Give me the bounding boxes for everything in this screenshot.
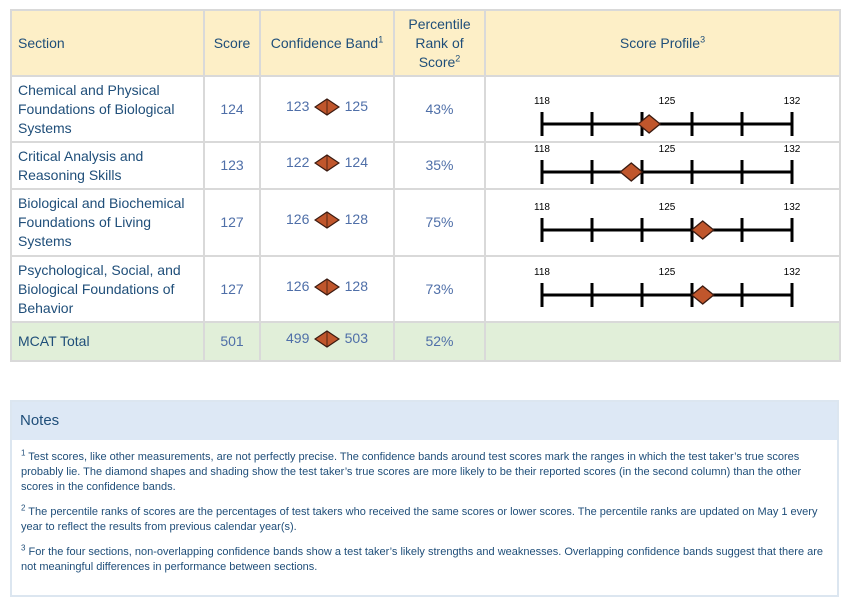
table-row: Critical Analysis and Reasoning Skills 1… xyxy=(10,141,841,190)
profile-tick-label: 125 xyxy=(659,144,676,155)
profile-tick-label: 132 xyxy=(784,144,801,155)
confidence-band: 123 125 xyxy=(259,75,395,143)
profile-tick-label: 132 xyxy=(784,202,801,213)
section-percentile: 75% xyxy=(393,188,486,257)
header-confidence-band: Confidence Band1 xyxy=(259,9,395,77)
total-score: 501 xyxy=(203,321,261,362)
note-1: 1 Test scores, like other measurements, … xyxy=(12,448,837,495)
section-score: 127 xyxy=(203,188,261,257)
band-low: 126 xyxy=(286,277,310,294)
footnote-ref-1: 1 xyxy=(378,33,384,44)
section-score: 123 xyxy=(203,141,261,190)
table-row: Chemical and Physical Foundations of Bio… xyxy=(10,75,841,143)
confidence-band: 126 128 xyxy=(259,255,395,323)
section-percentile: 43% xyxy=(393,75,486,143)
band-high: 128 xyxy=(344,277,368,294)
confidence-band: 122 124 xyxy=(259,141,395,190)
score-profile-chart: 118 125 132 xyxy=(534,96,801,136)
band-low: 122 xyxy=(286,154,310,170)
confidence-band: 126 128 xyxy=(259,188,395,257)
score-profile-cell: 118 125 132 xyxy=(484,255,841,323)
note-1-number: 1 xyxy=(21,448,26,458)
section-name: Chemical and Physical Foundations of Bio… xyxy=(10,75,205,143)
band-high: 128 xyxy=(344,211,368,227)
score-profile-cell: 118 125 132 xyxy=(484,188,841,257)
section-percentile: 35% xyxy=(393,141,486,190)
section-score: 127 xyxy=(203,255,261,323)
score-profile-cell: 118 125 132 xyxy=(484,75,841,143)
notes-panel: Notes 1 Test scores, like other measurem… xyxy=(10,400,839,597)
profile-score-diamond xyxy=(619,162,644,182)
header-percentile: Percentile Rank of Score2 xyxy=(393,9,486,77)
band-diamond-icon xyxy=(314,211,340,229)
profile-score-diamond xyxy=(690,285,715,305)
header-section: Section xyxy=(10,9,205,77)
section-name: Psychological, Social, and Biological Fo… xyxy=(10,255,205,323)
profile-tick-label: 125 xyxy=(659,96,676,107)
score-report-table: Section Score Confidence Band1 Percentil… xyxy=(10,9,841,362)
total-confidence-band: 499 503 xyxy=(259,321,395,362)
section-score: 124 xyxy=(203,75,261,143)
header-percentile-line1: Percentile xyxy=(408,15,471,32)
band-low: 126 xyxy=(286,211,310,227)
profile-tick-label: 125 xyxy=(659,267,676,278)
total-label: MCAT Total xyxy=(10,321,205,362)
note-3: 3 For the four sections, non-overlapping… xyxy=(12,543,837,575)
section-percentile: 73% xyxy=(393,255,486,323)
section-name: Critical Analysis and Reasoning Skills xyxy=(10,141,205,190)
band-diamond-icon xyxy=(314,154,340,172)
total-percentile: 52% xyxy=(393,321,486,362)
band-low: 499 xyxy=(286,330,310,346)
header-score-profile: Score Profile3 xyxy=(484,9,841,77)
band-high: 125 xyxy=(344,97,368,114)
section-name: Biological and Biochemical Foundations o… xyxy=(10,188,205,257)
band-diamond-icon xyxy=(314,97,340,116)
profile-score-diamond xyxy=(690,220,715,240)
footnote-ref-3: 3 xyxy=(700,33,706,44)
score-profile-chart: 118 125 132 xyxy=(534,144,801,184)
band-high: 124 xyxy=(344,154,368,170)
profile-score-diamond xyxy=(637,114,662,134)
header-band-label: Confidence Band xyxy=(270,34,379,51)
header-percentile-line3: Score xyxy=(418,53,456,70)
note-3-text: For the four sections, non-overlapping c… xyxy=(21,546,824,573)
profile-tick-label: 118 xyxy=(534,144,550,155)
score-profile-chart: 118 125 132 xyxy=(534,202,801,242)
table-row: Psychological, Social, and Biological Fo… xyxy=(10,255,841,323)
score-profile-cell: 118 125 132 xyxy=(484,141,841,190)
note-2: 2 The percentile ranks of scores are the… xyxy=(12,503,837,535)
score-profile-chart: 118 125 132 xyxy=(534,267,801,307)
table-header-row: Section Score Confidence Band1 Percentil… xyxy=(10,9,841,77)
total-row: MCAT Total 501 499 503 52% xyxy=(10,321,841,362)
header-profile-label: Score Profile xyxy=(619,34,701,51)
profile-tick-label: 118 xyxy=(534,96,550,107)
total-profile-empty xyxy=(484,321,841,362)
profile-tick-label: 125 xyxy=(659,202,676,213)
table-row: Biological and Biochemical Foundations o… xyxy=(10,188,841,257)
note-3-number: 3 xyxy=(21,543,26,553)
profile-tick-label: 118 xyxy=(534,267,550,278)
footnote-ref-2: 2 xyxy=(455,52,461,63)
header-percentile-line2: Rank of xyxy=(415,34,464,51)
band-diamond-icon xyxy=(314,277,340,296)
profile-tick-label: 132 xyxy=(784,267,801,278)
profile-tick-label: 132 xyxy=(784,96,801,107)
band-high: 503 xyxy=(344,330,368,346)
note-2-text: The percentile ranks of scores are the p… xyxy=(21,506,818,533)
header-score: Score xyxy=(203,9,261,77)
band-diamond-icon xyxy=(314,330,340,348)
profile-tick-label: 118 xyxy=(534,202,550,213)
band-low: 123 xyxy=(286,97,310,114)
notes-title: Notes xyxy=(12,402,837,440)
note-1-text: Test scores, like other measurements, ar… xyxy=(21,451,802,493)
note-2-number: 2 xyxy=(21,503,26,513)
